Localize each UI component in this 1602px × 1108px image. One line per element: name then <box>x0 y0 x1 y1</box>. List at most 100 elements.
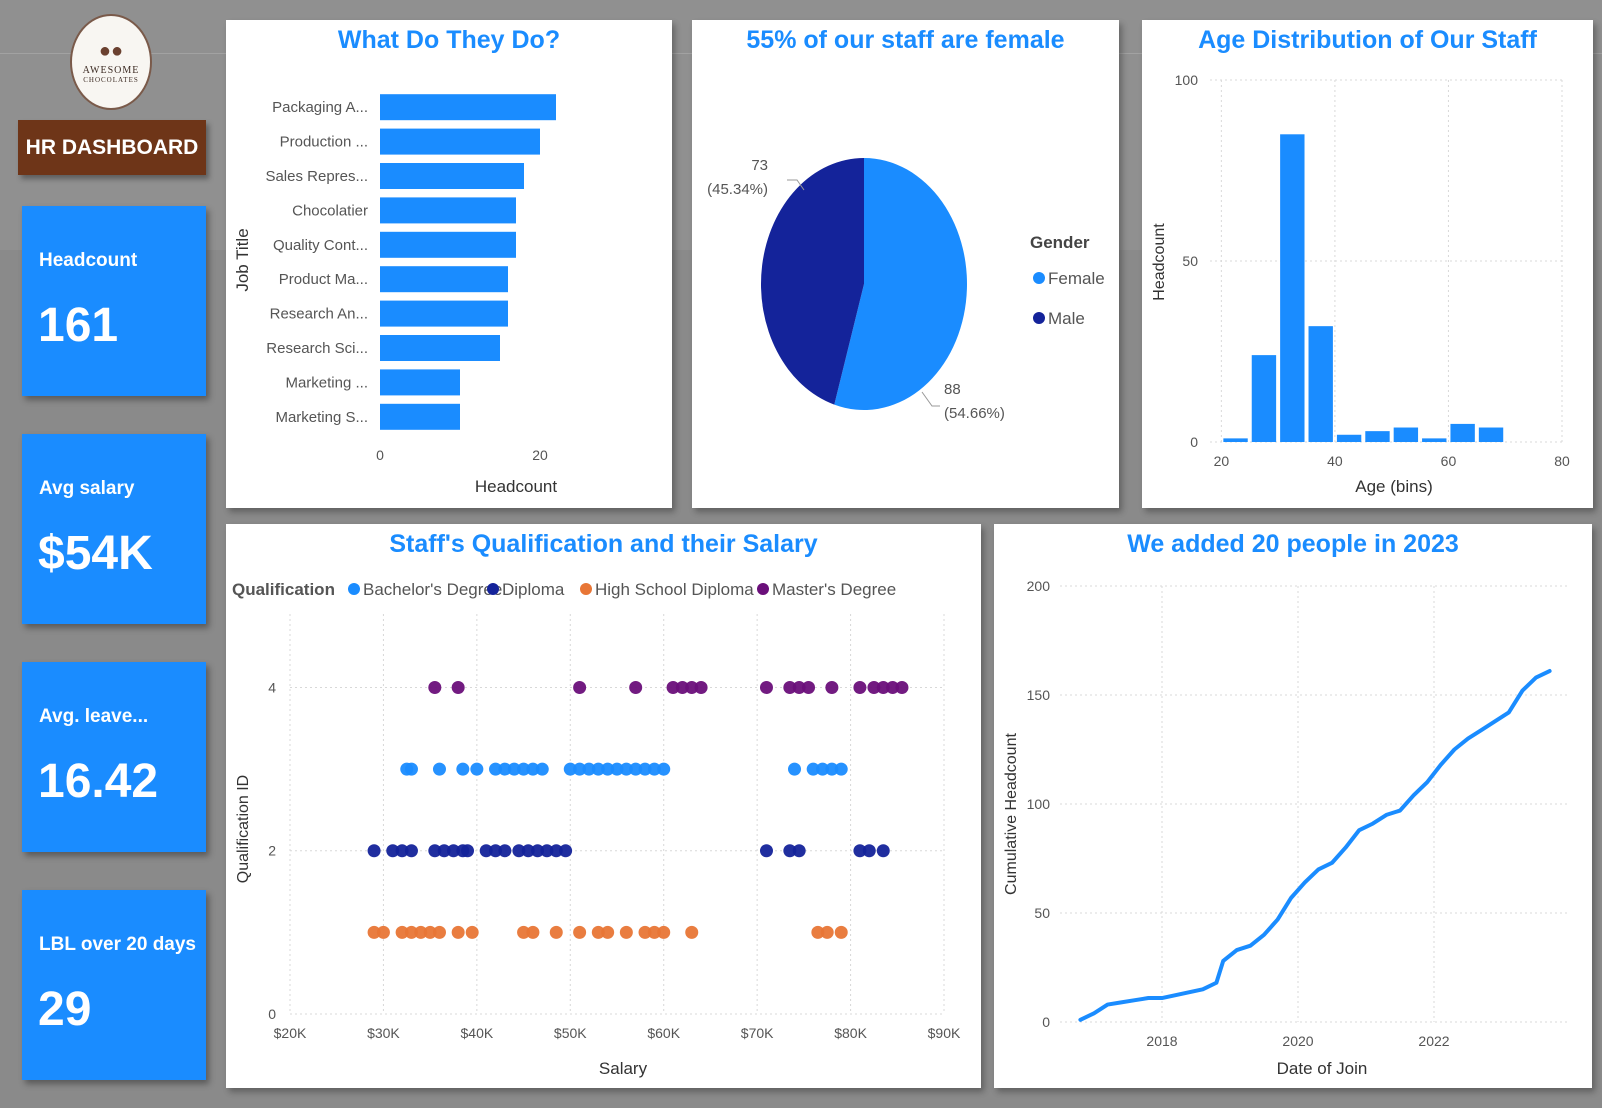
legend-label: Female <box>1048 269 1105 288</box>
kpi-card-headcount[interactable]: Headcount 161 <box>22 206 206 396</box>
bar <box>1422 438 1447 442</box>
tick-label: 2018 <box>1146 1033 1177 1049</box>
scatter-point <box>479 844 493 858</box>
scatter-point <box>802 680 816 694</box>
scatter-point <box>526 925 540 939</box>
scatter-point <box>428 844 442 858</box>
scatter-point <box>825 762 839 776</box>
tick-label: 60 <box>1441 453 1457 469</box>
scatter-point <box>512 844 526 858</box>
scatter-point <box>461 844 475 858</box>
qualification-chart-card[interactable]: 0 2 4 $20K $30K $40K $50K $60K $70K $80K $90K Quali… <box>226 524 981 1088</box>
legend-label: Diploma <box>502 580 565 599</box>
legend-label: Bachelor's Degree <box>363 580 502 599</box>
scatter-point <box>517 762 531 776</box>
scatter-point <box>759 680 773 694</box>
bar <box>1478 427 1504 442</box>
scatter-point <box>619 762 633 776</box>
tick-label: 40 <box>1327 453 1343 469</box>
scatter-point <box>834 925 848 939</box>
cumulative-chart-card[interactable]: 0 50 100 150 200 2018 2020 2022 Date of Join Cumu… <box>994 524 1592 1088</box>
scatter-point <box>498 844 512 858</box>
scatter-point <box>783 844 797 858</box>
kpi-label: Headcount <box>39 250 138 271</box>
tick-label: 50 <box>1034 905 1050 921</box>
x-axis-label: Salary <box>599 1059 648 1078</box>
legend-marker <box>580 583 592 595</box>
scatter-point <box>432 762 446 776</box>
tick-label: 0 <box>1190 434 1198 450</box>
scatter-point <box>456 762 470 776</box>
kpi-card-avg-leave[interactable]: Avg. leave... 16.42 <box>22 662 206 852</box>
bar <box>380 300 508 327</box>
scatter-point <box>820 925 834 939</box>
bar <box>380 403 460 430</box>
dashboard-title: HR DASHBOARD <box>18 120 206 175</box>
legend-marker <box>1033 312 1045 324</box>
scatter-point <box>876 844 890 858</box>
scatter-point <box>573 762 587 776</box>
scatter-point <box>629 762 643 776</box>
tick-label: $80K <box>834 1025 867 1041</box>
kpi-card-avg-salary[interactable]: Avg salary $54K <box>22 434 206 624</box>
scatter-point <box>386 844 400 858</box>
scatter-point <box>404 925 418 939</box>
y-axis-label: Headcount <box>1151 223 1168 301</box>
data-label: 88 <box>944 381 961 398</box>
gender-chart-card[interactable]: 88 (54.66%) 73 (45.34%) Gender Female Male 55%… <box>692 20 1119 508</box>
bar <box>1308 326 1333 442</box>
scatter-point <box>657 762 671 776</box>
tick-label: $60K <box>647 1025 680 1041</box>
kpi-card-lbl-over-20-days[interactable]: LBL over 20 days 29 <box>22 890 206 1080</box>
bar <box>380 231 516 258</box>
y-axis-label: Job Title <box>233 228 252 291</box>
bar-label: Packaging A... <box>272 99 368 116</box>
data-label: (54.66%) <box>944 405 1005 422</box>
bar-label: Marketing ... <box>285 374 368 391</box>
scatter-point <box>451 925 465 939</box>
scatter-point <box>806 762 820 776</box>
bar <box>1365 431 1390 442</box>
scatter-point <box>629 680 643 694</box>
bar-label: Chocolatier <box>292 202 368 219</box>
scatter-point <box>526 762 540 776</box>
bar <box>1393 427 1419 442</box>
scatter-point <box>876 680 890 694</box>
scatter-point <box>792 680 806 694</box>
x-axis-label: Headcount <box>475 477 558 496</box>
scatter-point <box>610 762 624 776</box>
scatter-point <box>376 925 390 939</box>
age-chart-card[interactable]: 0 50 100 20 40 60 80 Age (bins) Headcount Age Di… <box>1142 20 1593 508</box>
age-chart: 0 50 100 20 40 60 80 Age (bins) Headcount <box>1151 72 1570 496</box>
scatter-point <box>834 762 848 776</box>
kpi-label: LBL over 20 days <box>39 934 197 955</box>
logo-line1: AWESOME <box>82 64 140 76</box>
cumulative-chart-title: We added 20 people in 2023 <box>1127 530 1459 558</box>
bar <box>380 94 556 121</box>
scatter-point <box>573 680 587 694</box>
kpi-label: Avg. leave... <box>39 706 149 727</box>
scatter-point <box>517 925 531 939</box>
jobs-chart-card[interactable]: Packaging A... Production ... Sales Repres… <box>226 20 672 508</box>
scatter-point <box>792 844 806 858</box>
scatter-point <box>573 925 587 939</box>
bar-label: Research An... <box>270 306 368 323</box>
scatter-point <box>685 680 699 694</box>
pie-slice <box>760 158 864 405</box>
tick-label: $70K <box>741 1025 774 1041</box>
bar <box>380 163 524 189</box>
scatter-point <box>489 844 503 858</box>
scatter-point <box>432 925 446 939</box>
bar-label: Quality Cont... <box>273 237 368 254</box>
scatter-point <box>862 844 876 858</box>
scatter-point <box>498 762 512 776</box>
tick-label: 100 <box>1027 796 1051 812</box>
bar <box>380 335 500 361</box>
scatter-point <box>867 680 881 694</box>
scatter-point <box>675 680 689 694</box>
scatter-point <box>404 844 418 858</box>
bar-label: Marketing S... <box>275 409 368 426</box>
scatter-point <box>591 925 605 939</box>
scatter-point <box>895 680 909 694</box>
jobs-chart: Packaging A... Production ... Sales Repres… <box>233 94 558 496</box>
